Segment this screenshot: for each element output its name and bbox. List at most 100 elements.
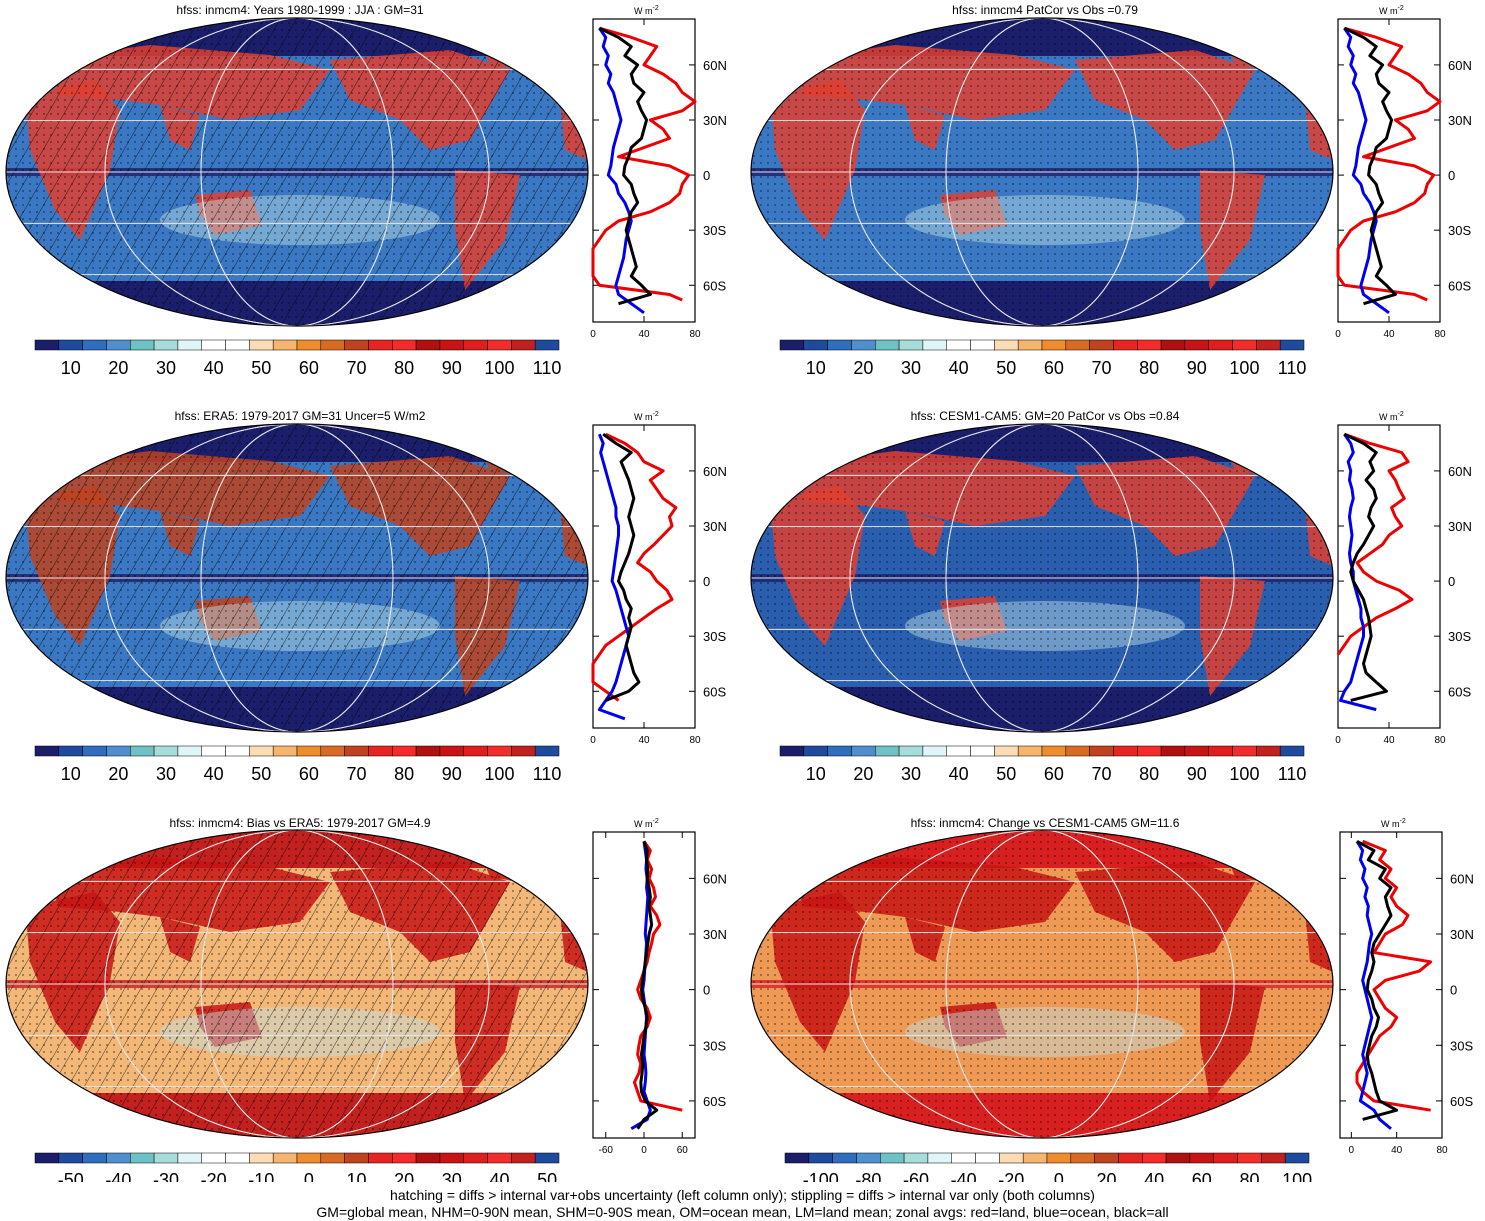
- colorbar-swatch: [320, 1152, 345, 1164]
- colorbar-swatch: [82, 745, 107, 757]
- zonal-unit-exponent: -2: [653, 5, 659, 12]
- colorbar-label: 10: [61, 764, 81, 784]
- colorbar-label: 100: [1229, 764, 1259, 784]
- colorbar-swatch: [463, 1152, 488, 1164]
- colorbar-label: -20: [201, 1170, 227, 1182]
- colorbar-swatch: [1279, 339, 1305, 351]
- colorbar-swatch: [1094, 1152, 1119, 1164]
- zonal-line-blue: [598, 27, 645, 315]
- colorbar-swatch: [1279, 745, 1305, 757]
- zonal-xtick-label: 40: [638, 735, 650, 746]
- colorbar-swatch: [1237, 1152, 1262, 1164]
- map-outline: [750, 17, 1334, 327]
- colorbar-swatch: [927, 1152, 952, 1164]
- map-field: [6, 18, 588, 326]
- zonal-ytick-label: 60N: [1448, 464, 1472, 479]
- colorbar-label: 60: [1044, 358, 1064, 378]
- meridian-line: [945, 424, 1139, 732]
- colorbar-swatch: [1160, 339, 1186, 351]
- colorbar-swatch: [34, 339, 60, 351]
- colorbar-swatch: [1065, 745, 1090, 757]
- colorbar-swatch: [779, 339, 805, 351]
- colorbar-swatch: [177, 745, 202, 757]
- colorbar-swatch: [177, 339, 202, 351]
- zonal-xtick-label: 40: [1391, 1145, 1403, 1156]
- colorbar-swatch: [922, 745, 947, 757]
- zonal-xtick-label: -60: [599, 1145, 614, 1156]
- zonal-ytick-label: 60S: [703, 684, 726, 699]
- colorbar-swatch: [58, 745, 83, 757]
- map-field: [751, 18, 1333, 326]
- colorbar-label: 20: [853, 358, 873, 378]
- colorbar-label: 50: [996, 764, 1016, 784]
- colorbar: 10 20 30 40 50 60 70 80 90 100 110: [34, 339, 561, 378]
- panel-5: hfss: inmcm4: Bias vs ERA5: 1979-2017 GM…: [0, 812, 740, 1182]
- colorbar-swatch: [1208, 339, 1233, 351]
- map-outline: [750, 423, 1334, 733]
- map-title: hfss: ERA5: 1979-2017 GM=31 Uncer=5 W/m2: [174, 409, 426, 423]
- meridian-line: [200, 424, 394, 732]
- colorbar-swatch: [803, 339, 828, 351]
- colorbar-label: 20: [394, 1170, 414, 1182]
- colorbar-swatch: [851, 339, 876, 351]
- zonal-xtick-label: 80: [1434, 329, 1446, 340]
- colorbar-swatch: [225, 745, 250, 757]
- colorbar-swatch: [922, 339, 947, 351]
- panel-1: hfss: inmcm4: Years 1980-1999 : JJA : GM…: [0, 0, 740, 400]
- colorbar-swatch: [975, 1152, 1000, 1164]
- colorbar-label: 30: [156, 358, 176, 378]
- colorbar-swatch: [1065, 339, 1090, 351]
- zonal-xtick-label: 40: [1383, 735, 1395, 746]
- zonal-ytick-label: 30N: [703, 927, 727, 942]
- colorbar-swatch: [249, 1152, 274, 1164]
- map-title: hfss: inmcm4: Change vs CESM1-CAM5 GM=11…: [910, 816, 1180, 830]
- zonal-xtick-label: 0: [1335, 735, 1341, 746]
- colorbar-swatch: [1256, 745, 1281, 757]
- colorbar-label: 100: [484, 358, 514, 378]
- colorbar-swatch: [1160, 745, 1186, 757]
- colorbar-label: 40: [949, 764, 969, 784]
- colorbar-swatch: [898, 745, 924, 757]
- colorbar-swatch: [201, 745, 226, 757]
- colorbar-label: 70: [1092, 764, 1112, 784]
- zonal-line-black: [1356, 839, 1399, 1121]
- colorbar-swatch: [225, 339, 250, 351]
- zonal-ytick-label: 60S: [1448, 278, 1471, 293]
- colorbar-swatch: [1184, 339, 1209, 351]
- zonal-ytick-label: 0: [1448, 168, 1455, 183]
- map-outline: [5, 829, 589, 1139]
- colorbar-swatch: [903, 1152, 929, 1164]
- colorbar-label: 30: [901, 358, 921, 378]
- map-title: hfss: inmcm4: Years 1980-1999 : JJA : GM…: [176, 3, 424, 17]
- meridian-line: [104, 424, 490, 732]
- zonal-ytick-label: 60S: [1448, 684, 1471, 699]
- map-title: hfss: CESM1-CAM5: GM=20 PatCor vs Obs =0…: [910, 409, 1180, 423]
- colorbar-swatch: [344, 745, 369, 757]
- zonal-ytick-label: 30S: [703, 223, 726, 238]
- colorbar-label: 80: [1139, 358, 1159, 378]
- zonal-ytick-label: 60N: [703, 871, 727, 886]
- colorbar-swatch: [463, 745, 488, 757]
- colorbar-label: -20: [998, 1170, 1024, 1182]
- panel-svg: W m-2 60N 30N 0 30S 60S 0 40 80 10 20 30 40 50 60 70 80 9…: [5, 5, 727, 378]
- colorbar: 10 20 30 40 50 60 70 80 90 100 110: [779, 339, 1306, 378]
- panel-svg: W m-2 60N 30N 0 30S 60S -60 0 60 -50 -40 -30 -20 -10 0…: [5, 818, 727, 1182]
- colorbar-label: 60: [1044, 764, 1064, 784]
- zonal-line-red: [1336, 432, 1414, 656]
- colorbar-swatch: [994, 339, 1019, 351]
- zonal-ytick-label: 0: [703, 574, 710, 589]
- colorbar-swatch: [946, 339, 971, 351]
- colorbar-swatch: [880, 1152, 905, 1164]
- zonal-ytick-label: 60S: [703, 278, 726, 293]
- meridian-line: [849, 424, 1235, 732]
- meridian-line: [104, 18, 490, 326]
- zonal-unit-label: W m-2: [634, 411, 659, 422]
- colorbar-label: 80: [394, 358, 414, 378]
- colorbar-label: 40: [489, 1170, 509, 1182]
- zonal-xtick-label: 0: [590, 329, 596, 340]
- colorbar-label: 60: [1192, 1170, 1212, 1182]
- colorbar-swatch: [970, 745, 995, 757]
- panel-svg: W m-2 60N 30N 0 30S 60S 0 40 80 10 20 30 40 50 60 70 80 9…: [750, 5, 1472, 378]
- colorbar-swatch: [201, 1152, 226, 1164]
- zonal-unit-exponent: -2: [1400, 818, 1406, 825]
